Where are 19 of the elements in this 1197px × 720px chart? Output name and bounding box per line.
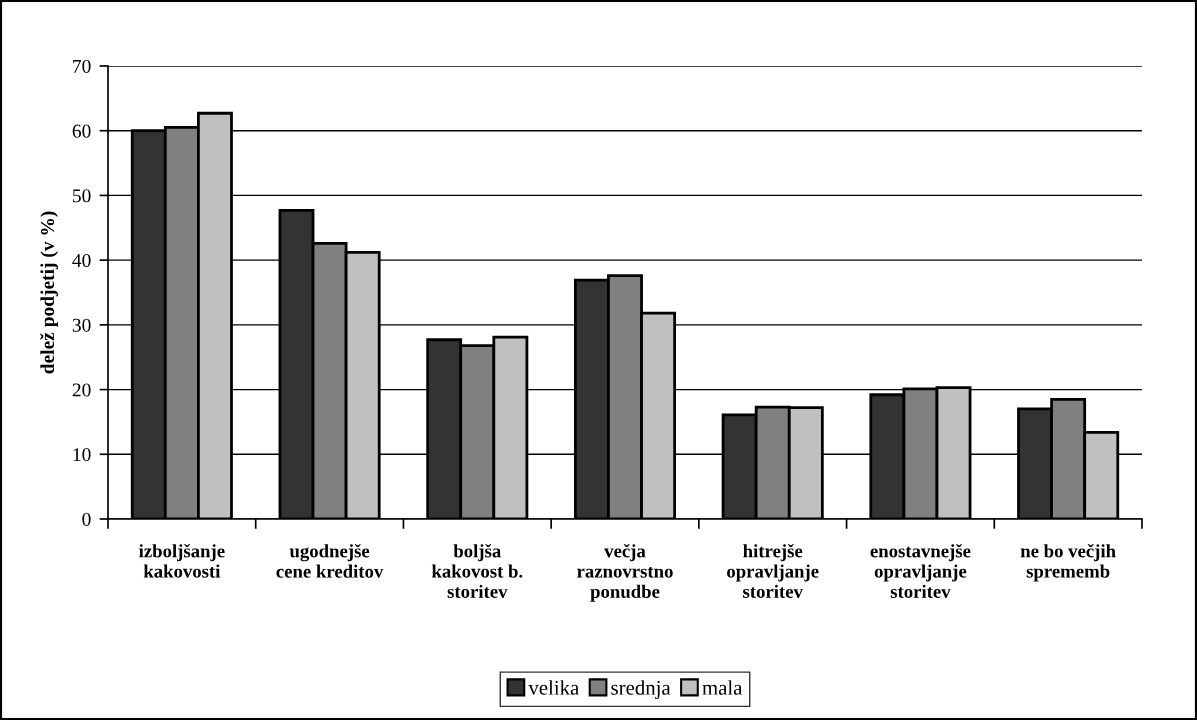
y-tick-label: 40 bbox=[72, 253, 91, 268]
y-tick-label: 20 bbox=[72, 383, 91, 397]
y-tick-label: 70 bbox=[73, 59, 91, 73]
y-tick-label: 0 bbox=[82, 512, 91, 526]
x-tick-label: ne bo večjih sprememb bbox=[1020, 544, 1116, 582]
x-tick-label: boljša kakovost b. storitev bbox=[431, 544, 523, 598]
legend-label: velika bbox=[528, 680, 580, 695]
x-tick-label: večja raznovrstno ponudbe bbox=[577, 544, 673, 602]
x-tick-label: hitrejše opravljanje storitev bbox=[727, 544, 819, 598]
legend-label: srednja bbox=[611, 680, 671, 700]
x-tick-label: enostavnejše opravljanje storitev bbox=[870, 544, 971, 598]
y-axis-title: delež podjetij (v %) bbox=[40, 211, 58, 374]
x-tick-label: ugodnejše cene kreditov bbox=[276, 544, 384, 578]
y-tick-label: 10 bbox=[73, 448, 91, 462]
y-tick-label: 30 bbox=[72, 318, 91, 332]
y-tick-label: 50 bbox=[73, 189, 91, 203]
legend-label: mala bbox=[702, 680, 743, 695]
x-tick-label: izboljšanje kakovosti bbox=[139, 544, 225, 578]
y-tick-label: 60 bbox=[72, 124, 91, 138]
